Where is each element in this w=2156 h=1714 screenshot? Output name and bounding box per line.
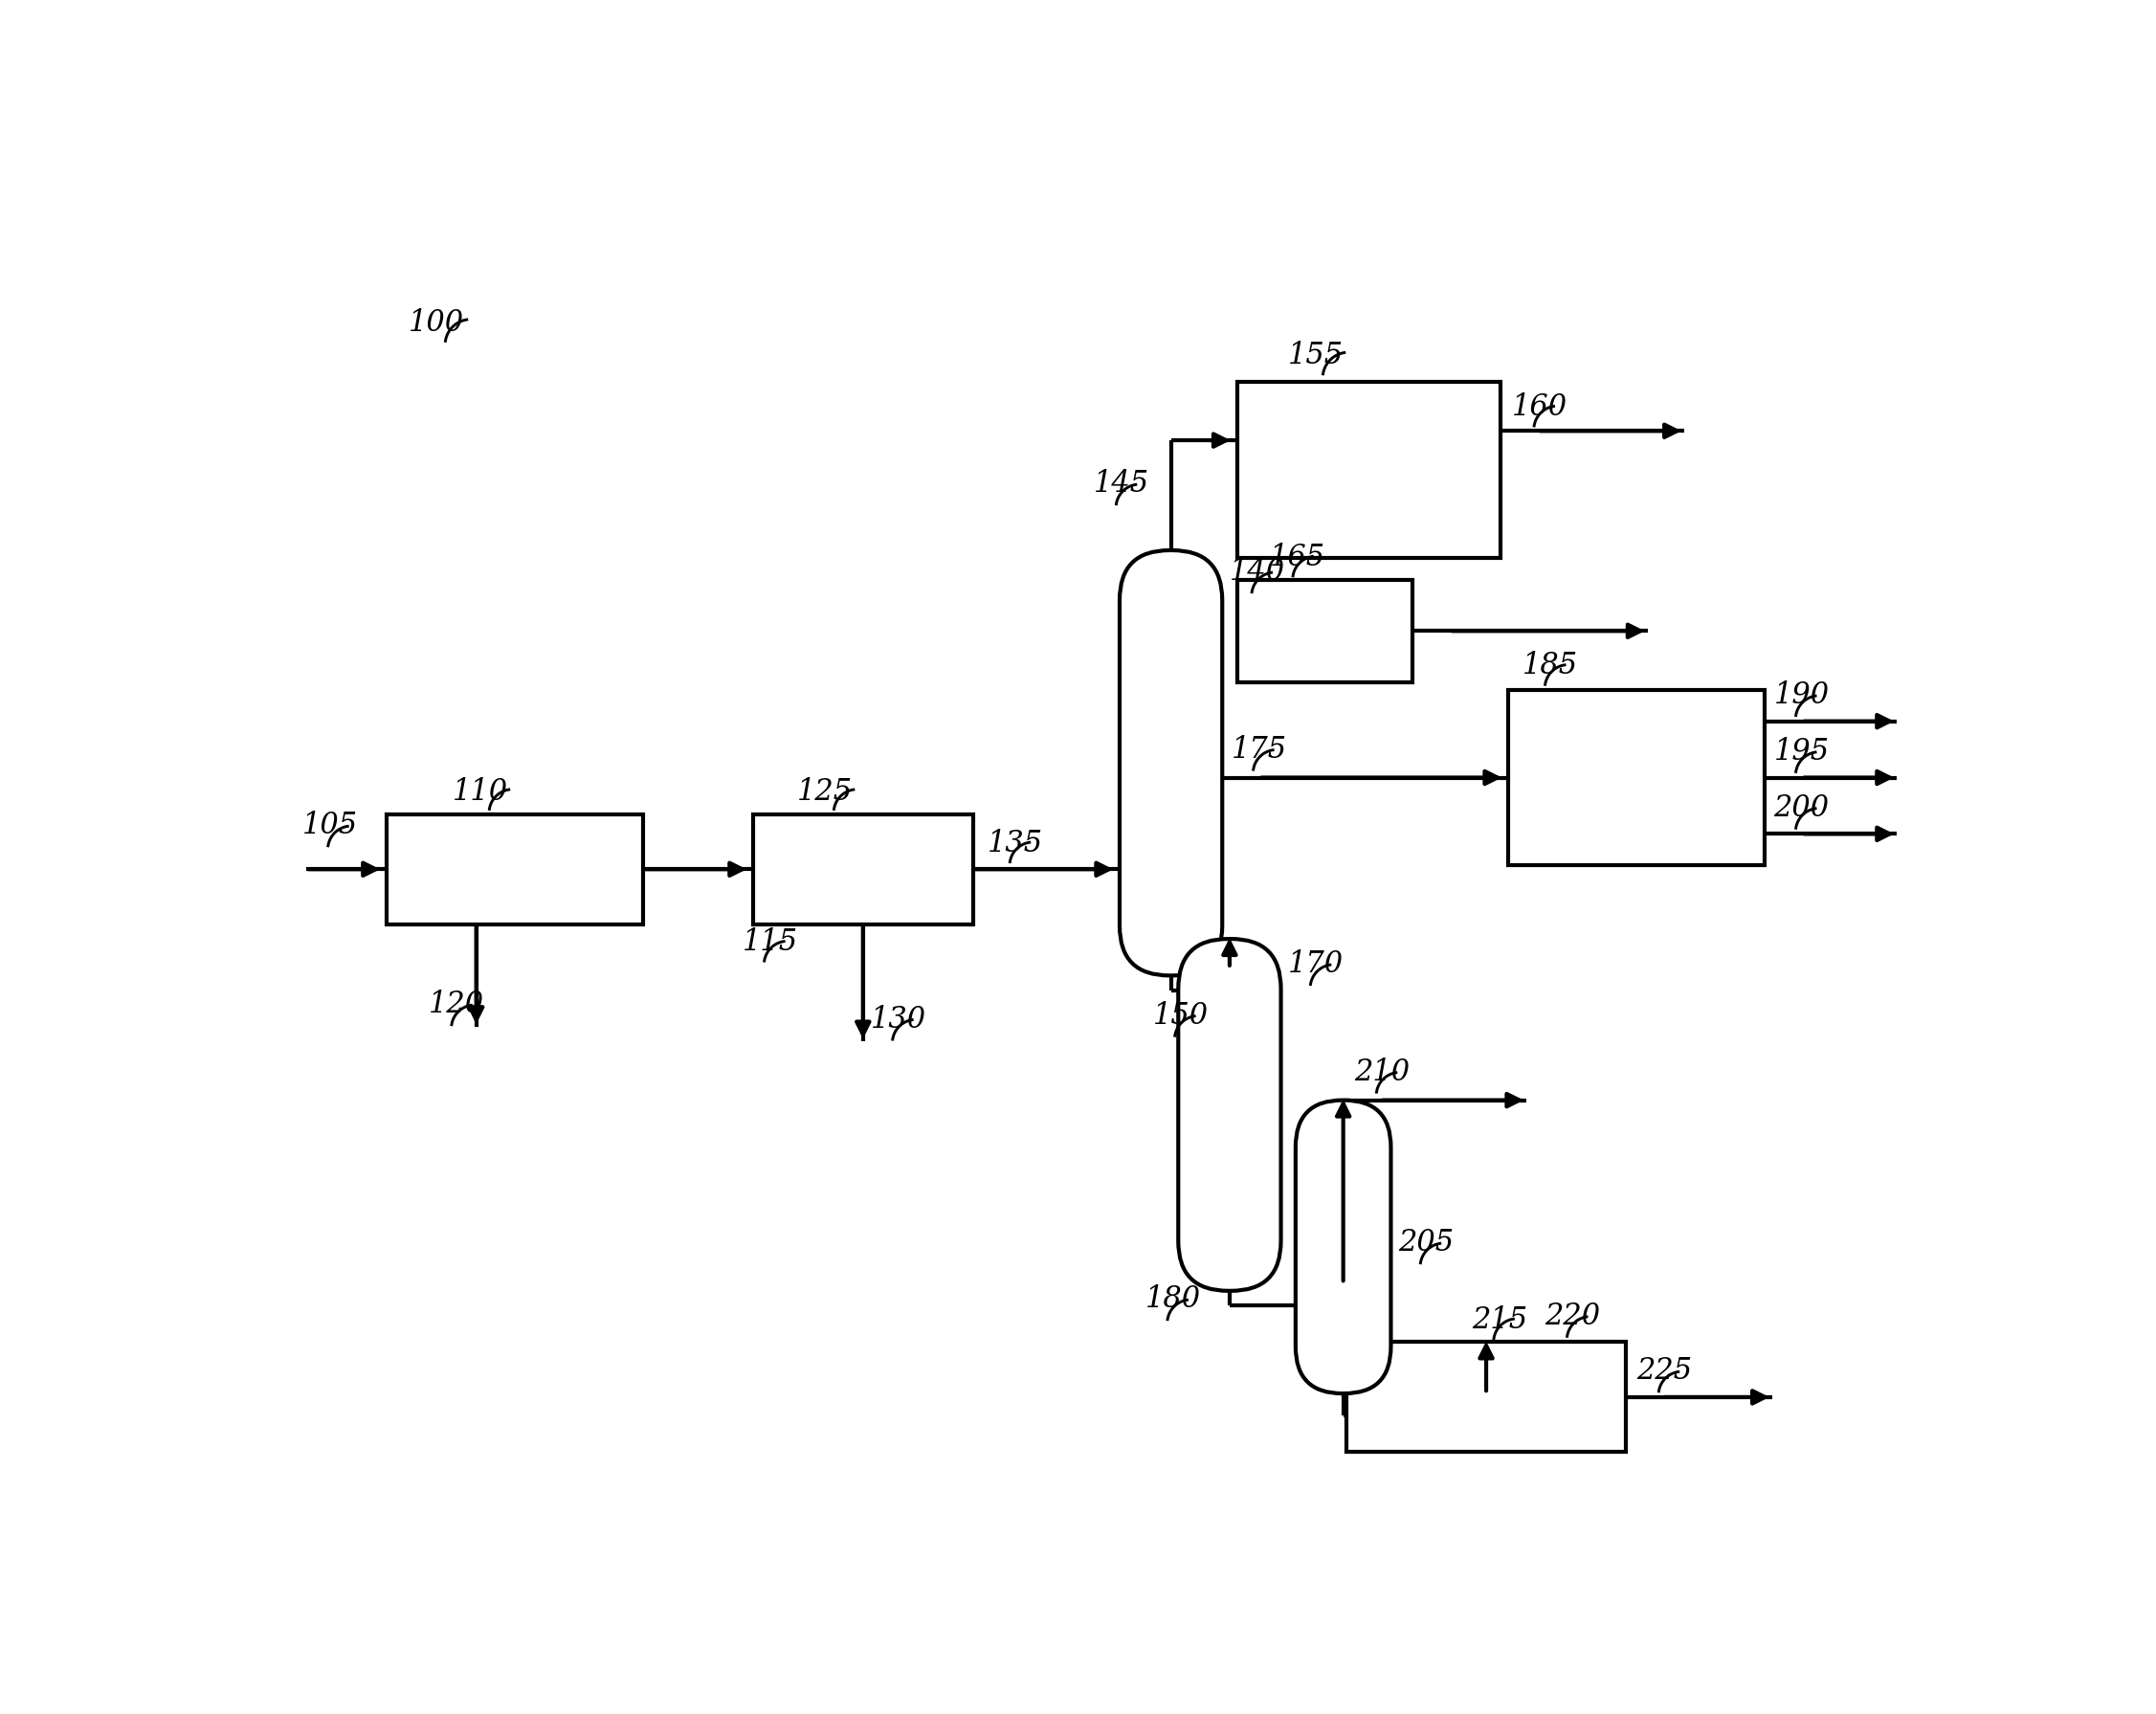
Text: 100: 100 [407,309,464,338]
Text: 140: 140 [1229,557,1285,586]
Text: 215: 215 [1473,1304,1526,1335]
Text: 195: 195 [1774,737,1828,766]
Text: 125: 125 [798,776,852,807]
Text: 145: 145 [1093,470,1149,499]
Text: 185: 185 [1522,651,1578,680]
Bar [1238,382,1501,557]
Text: 205: 205 [1399,1229,1453,1258]
FancyBboxPatch shape [1119,550,1222,975]
Text: 115: 115 [742,927,798,956]
Text: 175: 175 [1231,735,1287,764]
Bar [386,814,642,924]
FancyBboxPatch shape [1296,1100,1391,1393]
Text: 210: 210 [1354,1058,1410,1087]
Text: 170: 170 [1289,950,1343,979]
Bar [752,814,972,924]
Bar [1348,1342,1626,1452]
Text: 200: 200 [1774,794,1828,823]
Text: 105: 105 [302,811,358,840]
Text: 130: 130 [871,1004,925,1034]
Text: 110: 110 [453,776,509,807]
Bar [1238,579,1412,682]
FancyBboxPatch shape [1179,939,1281,1291]
Text: 135: 135 [987,828,1044,859]
Text: 150: 150 [1153,1001,1207,1030]
Text: 155: 155 [1289,341,1343,370]
Text: 225: 225 [1636,1356,1692,1387]
Text: 160: 160 [1511,393,1567,422]
Text: 190: 190 [1774,680,1828,710]
Bar [1509,689,1766,866]
Text: 180: 180 [1145,1284,1201,1315]
Text: 120: 120 [429,991,485,1020]
Text: 165: 165 [1270,543,1326,572]
Text: 220: 220 [1546,1301,1600,1332]
